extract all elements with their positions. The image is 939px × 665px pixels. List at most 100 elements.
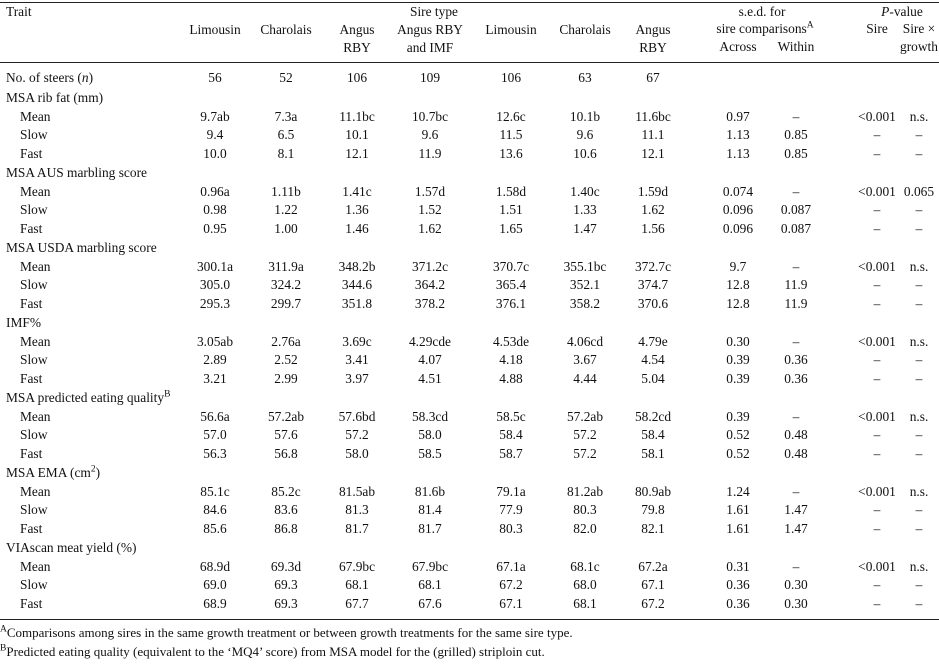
table-cell: 67.2 (499, 577, 523, 593)
sire-growth-pvalue-cell: – (915, 296, 923, 311)
table-cell: 67.9bc (338, 558, 376, 574)
table-cell: 4.44 (573, 371, 597, 386)
section-title-text: MSA predicted eating quality (6, 389, 165, 405)
table-cell: 364.2 (414, 277, 446, 293)
sire-pvalue-cell: <0.001 (858, 183, 896, 199)
sire-pvalue-cell: <0.001 (858, 483, 896, 499)
table-cell: 365.4 (495, 277, 527, 293)
sed-across-cell: 0.39 (726, 371, 750, 386)
table-cell: 10.1b (569, 108, 601, 124)
table-cell: 9.4 (206, 127, 224, 143)
table-cell: 355.1bc (563, 258, 607, 274)
row-label: Mean (20, 558, 51, 574)
sed-across-cell: 0.074 (722, 183, 754, 199)
table-cell: 58.3cd (411, 408, 449, 424)
table-cell: 2.52 (274, 352, 298, 368)
section-title-text: MSA EMA (cm (6, 464, 91, 480)
sire-growth-pvalue-cell: – (915, 502, 923, 518)
bottom-rule (0, 618, 939, 620)
sed-across-cell: 0.31 (726, 558, 750, 574)
table-cell: 81.5ab (338, 483, 376, 499)
table-cell: 305.0 (199, 277, 231, 293)
column-header-line1: Limousin (189, 22, 241, 37)
table-cell: 4.54 (641, 352, 665, 368)
sire-growth-pvalue-cell: n.s. (909, 333, 929, 349)
table-cell: 3.69c (342, 333, 372, 349)
table-cell: 5.04 (641, 371, 665, 386)
table-cell: 85.6 (203, 521, 227, 536)
table-cell: 358.2 (569, 296, 601, 311)
row-label: Slow (20, 502, 48, 518)
sed-within-cell: 0.30 (784, 577, 808, 593)
table-cell: 68.1 (573, 596, 597, 611)
n-row-label-part: No. of steers ( (6, 70, 82, 85)
table-cell: 4.79e (638, 333, 668, 349)
table-cell: 57.2 (573, 427, 597, 443)
table-cell: 4.06cd (566, 333, 604, 349)
row-label: Mean (20, 183, 51, 199)
table-cell: 4.07 (418, 352, 442, 368)
row-label: Slow (20, 202, 48, 218)
sed-across-cell: 12.8 (726, 296, 750, 311)
sire-pvalue-cell: – (873, 371, 881, 386)
table-cell: 81.2ab (566, 483, 604, 499)
table-cell: 4.53de (492, 333, 530, 349)
n-value: 63 (578, 70, 592, 85)
sed-across-cell: 1.13 (726, 127, 750, 143)
table-cell: 77.9 (499, 502, 523, 518)
table-cell: 10.1 (345, 127, 369, 143)
table-cell: 3.21 (203, 371, 227, 386)
table-cell: 11.6bc (635, 108, 671, 124)
table-cell: 10.6 (573, 146, 597, 161)
footnote-a-marker: A (806, 20, 814, 31)
sire-pvalue-cell: – (873, 296, 881, 311)
table-cell: 57.0 (203, 427, 227, 443)
table-cell: 0.98 (203, 202, 227, 218)
table-cell: 3.67 (573, 352, 597, 368)
section-title: MSA predicted eating qualityB (6, 390, 170, 406)
table-cell: 82.1 (641, 521, 665, 536)
sed-within-cell: – (792, 558, 800, 574)
table-cell: 370.7c (492, 258, 530, 274)
sire-growth-pvalue-cell: n.s. (909, 483, 929, 499)
sire-pvalue-cell: – (873, 221, 881, 236)
table-cell: 81.7 (418, 521, 442, 536)
column-header-line2: RBY (343, 40, 371, 55)
sire-pvalue-header: Sire (866, 21, 888, 36)
sed-within-cell: – (792, 183, 800, 199)
table-cell: 68.1 (345, 577, 369, 593)
table-cell: 80.3 (499, 521, 523, 536)
column-header-line1: Charolais (260, 22, 312, 37)
trait-header: Trait (6, 4, 32, 19)
table-cell: 13.6 (499, 146, 523, 161)
table-cell: 58.1 (641, 446, 665, 461)
section-title-text: MSA USDA marbling score (6, 239, 157, 255)
table-cell: 81.7 (345, 521, 369, 536)
table-cell: 3.41 (345, 352, 369, 368)
table-cell: 85.1c (200, 483, 230, 499)
section-title: MSA AUS marbling score (6, 165, 147, 181)
row-label: Mean (20, 258, 51, 274)
row-label: Mean (20, 408, 51, 424)
sire-pvalue-cell: – (873, 427, 881, 443)
sire-pvalue-cell: – (873, 352, 881, 368)
table-cell: 351.8 (341, 296, 373, 311)
table-cell: 1.46 (345, 221, 369, 236)
table-cell: 67.7 (345, 596, 369, 611)
table-cell: 68.9 (203, 596, 227, 611)
table-cell: 4.88 (499, 371, 523, 386)
sire-pvalue-cell: <0.001 (858, 258, 896, 274)
table-cell: 79.8 (641, 502, 665, 518)
row-label: Mean (20, 108, 51, 124)
pvalue-rest: -value (889, 4, 923, 19)
section-title-sup: B (164, 389, 171, 400)
sed-within-cell: 0.85 (784, 146, 808, 161)
sed-across-cell: 1.24 (726, 483, 750, 499)
sed-across-cell: 0.97 (726, 108, 750, 124)
table-cell: 82.0 (573, 521, 597, 536)
sed-across-cell: 0.39 (726, 352, 750, 368)
table-cell: 58.0 (345, 446, 369, 461)
table-cell: 68.9d (199, 558, 231, 574)
table-cell: 1.65 (499, 221, 523, 236)
